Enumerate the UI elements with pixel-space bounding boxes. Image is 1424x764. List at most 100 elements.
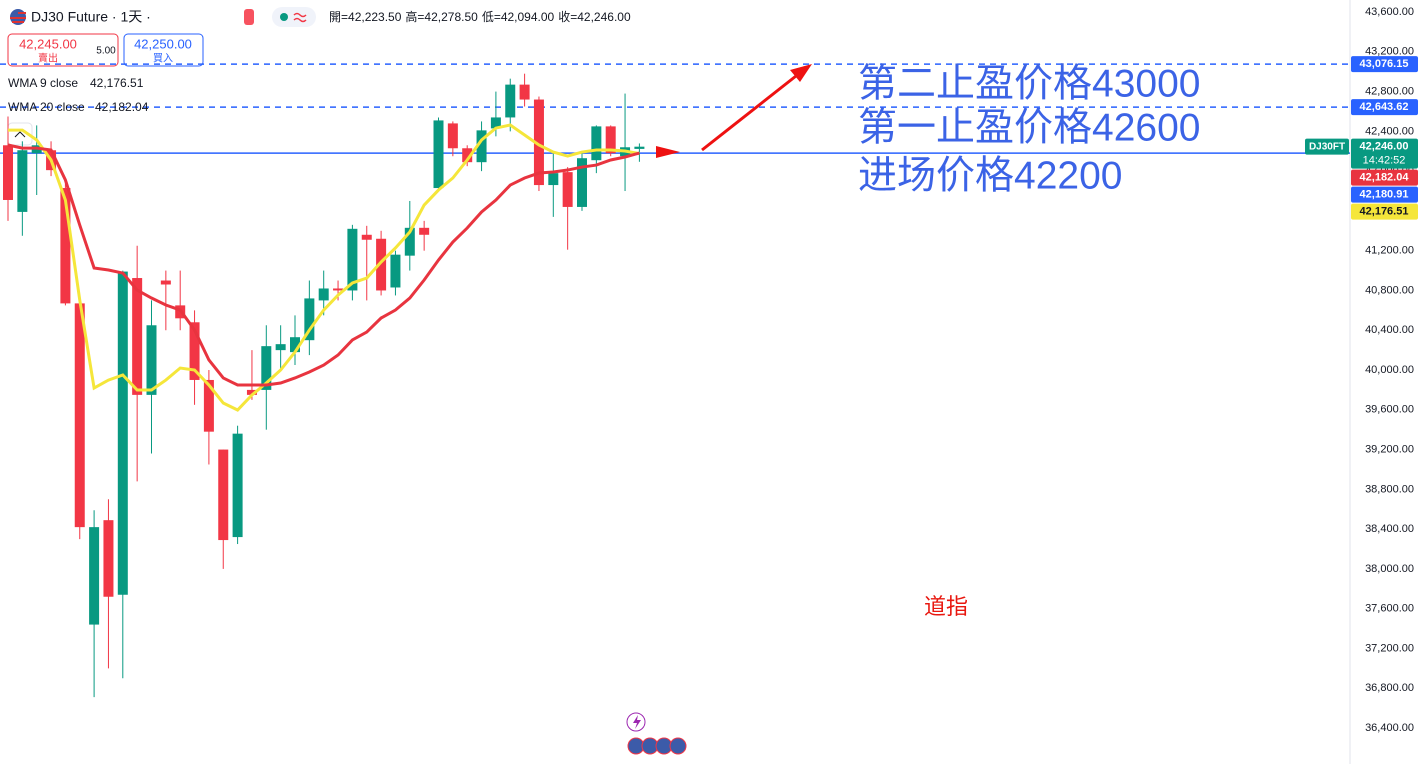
price-tag <box>1351 186 1418 203</box>
plot-area <box>0 63 1350 698</box>
price-tag-label: 42,176.51 <box>1360 206 1409 218</box>
price-tag-label: 42,180.91 <box>1360 189 1409 201</box>
y-tick-label: 42,800.00 <box>1365 85 1414 97</box>
countdown: 14:42:52 <box>1363 155 1406 167</box>
candle-body <box>261 346 272 390</box>
y-tick-label: 40,800.00 <box>1365 284 1414 296</box>
candle-body <box>476 130 487 163</box>
ohlc-label: 開= <box>329 10 348 24</box>
status-icon[interactable] <box>244 7 316 27</box>
symbol-tag-label: DJ30FT <box>1309 141 1345 152</box>
ohlc-legend: 開= 42,223.50 高= 42,278.50 低= 42,094.00 收= 42,24… <box>329 9 631 24</box>
candle-body <box>117 271 128 595</box>
candle-body <box>591 126 602 161</box>
candle-body <box>246 389 257 395</box>
y-tick-label: 39,200.00 <box>1365 443 1414 455</box>
buy-label[interactable]: 買入 <box>153 53 173 65</box>
symbol-title[interactable]: DJ30 Future · 1天 · <box>31 9 151 25</box>
wma-line <box>7 143 640 387</box>
candle-body <box>361 234 372 240</box>
candle-body <box>103 520 114 597</box>
ohlc-label: 低= <box>482 10 501 24</box>
spread: 5.00 <box>96 46 116 57</box>
y-tick-label: 37,600.00 <box>1365 603 1414 615</box>
candle-body <box>218 449 229 541</box>
ohlc-value: 42,278.50 <box>424 10 478 24</box>
symbol-tag <box>1305 138 1349 155</box>
y-tick-label: 43,600.00 <box>1365 6 1414 18</box>
candle-body <box>17 150 28 212</box>
candle-body <box>390 254 401 288</box>
y-tick-label: 36,800.00 <box>1365 682 1414 694</box>
candle-body <box>89 527 100 625</box>
candle-body <box>562 172 573 207</box>
candle-body <box>232 433 243 538</box>
arrows <box>656 64 812 158</box>
flag-icon <box>10 9 26 25</box>
candle-body <box>333 288 344 291</box>
price-tag <box>1351 99 1418 116</box>
y-tick-label: 40,000.00 <box>1365 364 1414 376</box>
candle-body <box>160 280 171 285</box>
price-tag <box>1351 138 1418 169</box>
annotation: 第一止盈价格42600 <box>858 106 1200 149</box>
y-tick-label: 38,400.00 <box>1365 523 1414 535</box>
candle-body <box>533 99 544 186</box>
annotation: 道指 <box>924 594 968 619</box>
candle-body <box>505 84 516 118</box>
candle-body <box>74 303 85 528</box>
ohlc-value: 42,223.50 <box>348 10 402 24</box>
candle-body <box>376 238 387 291</box>
legend-value: 42,176.51 <box>90 76 144 90</box>
y-tick-label: 39,600.00 <box>1365 404 1414 416</box>
annotation: 进场价格42200 <box>858 154 1122 197</box>
candle-body <box>189 322 200 380</box>
ohlc-label: 高= <box>405 9 424 24</box>
price-tag <box>1351 203 1418 220</box>
sell-label[interactable]: 賣出 <box>38 52 58 65</box>
buy-price[interactable]: 42,250.00 <box>134 36 192 51</box>
price-tag <box>1351 169 1418 186</box>
y-tick-label: 42,400.00 <box>1365 125 1414 137</box>
ohlc-label: 收= <box>558 10 577 24</box>
y-tick-label: 43,200.00 <box>1365 46 1414 58</box>
candle-body <box>577 158 587 207</box>
y-tick-label: 41,200.00 <box>1365 245 1414 257</box>
ohlc-value: 42,094.00 <box>501 10 555 24</box>
candle-body <box>519 84 530 100</box>
bottom-icons[interactable] <box>626 712 687 755</box>
buy-button[interactable] <box>123 33 204 67</box>
candle-body <box>419 227 430 235</box>
candle-body <box>490 117 501 129</box>
candle-body <box>347 228 358 291</box>
candle-body <box>146 325 157 395</box>
ohlc-value: 42,246.00 <box>577 10 631 24</box>
candle-body <box>304 298 315 341</box>
candle-body <box>203 379 214 432</box>
candle-body <box>132 278 143 395</box>
candle-body <box>404 227 415 256</box>
candle-body <box>605 126 616 154</box>
candle-body <box>290 337 300 353</box>
annotation: 第二止盈价格43000 <box>858 62 1200 105</box>
price-tag-label: 42,246.00 <box>1360 141 1409 153</box>
sell-button[interactable] <box>7 33 119 67</box>
candle-body <box>548 173 559 186</box>
wma-line <box>8 123 640 412</box>
legend-value: 42,182.04 <box>95 100 149 114</box>
candle-body <box>462 148 473 163</box>
price-tag-label: 43,076.15 <box>1360 58 1409 70</box>
y-tick-label: 37,200.00 <box>1365 642 1414 654</box>
candle-body <box>60 188 71 304</box>
legend-name: WMA 9 close <box>8 76 78 90</box>
legend-name: WMA 20 close <box>8 100 85 114</box>
y-tick-label: 36,400.00 <box>1365 722 1414 734</box>
price-tag-label: 42,182.04 <box>1360 172 1410 184</box>
candle-body <box>3 145 13 200</box>
y-tick-label: 38,000.00 <box>1365 563 1414 575</box>
collapse-button[interactable] <box>7 122 33 146</box>
sell-price[interactable]: 42,245.00 <box>19 36 77 51</box>
y-tick-label: 40,400.00 <box>1365 324 1414 336</box>
price-tag <box>1351 56 1418 73</box>
